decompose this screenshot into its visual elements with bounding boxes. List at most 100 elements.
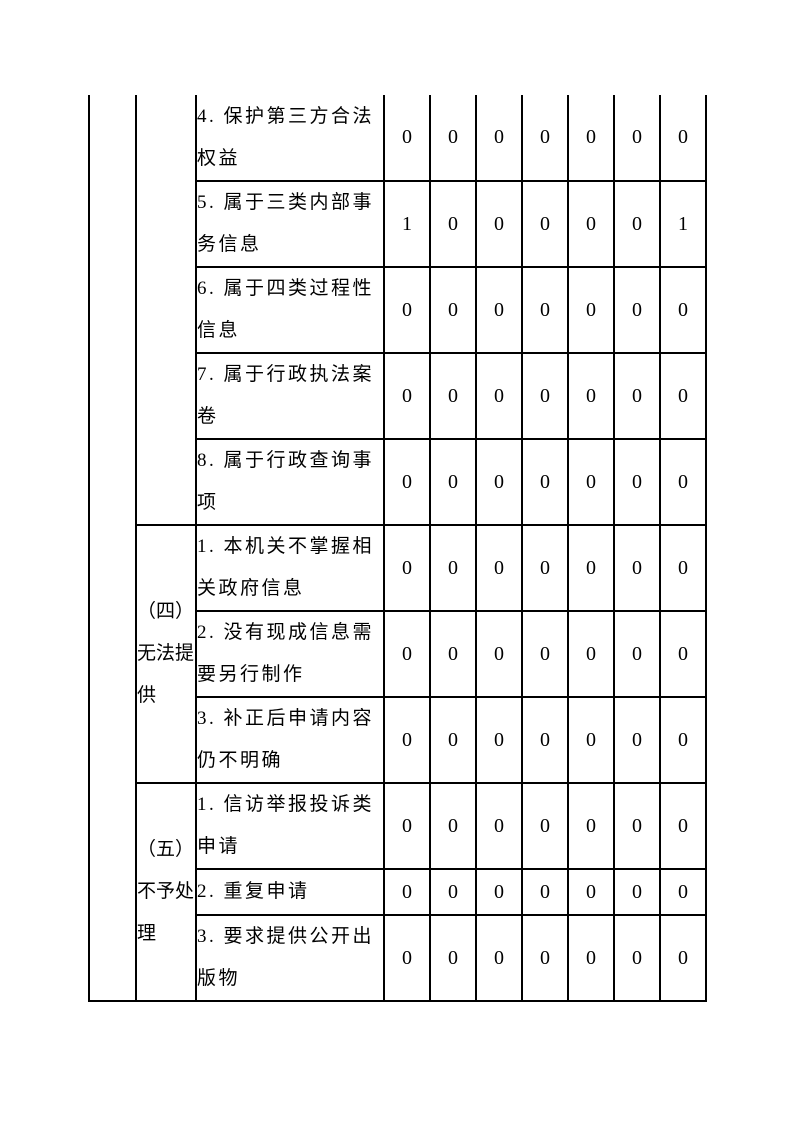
left-spanner-cell	[88, 95, 137, 1002]
table-body: 4. 保护第三方合法 权益 0 0 0 0 0 0 0 5. 属于三类内部事 务信息 1 0 0 0 0 0…	[88, 95, 707, 1002]
item-label-cell: 2. 没有现成信息需 要另行制作	[195, 610, 385, 698]
category-cell: （五） 不予处 理	[135, 782, 197, 1002]
value-cell: 0	[613, 524, 661, 612]
table-row: 4. 保护第三方合法 权益 0 0 0 0 0 0 0	[88, 95, 707, 1002]
value-cell: 0	[429, 352, 477, 440]
value-cell: 0	[613, 610, 661, 698]
table-row: 6. 属于四类过程性 信息 0 0 0 0 0 0 0	[89, 266, 707, 354]
value-cell: 0	[613, 95, 661, 182]
value-cell: 0	[567, 782, 615, 870]
item-label-cell: 7. 属于行政执法案 卷	[195, 352, 385, 440]
value-cell: 0	[383, 914, 431, 1002]
value-cell: 0	[567, 524, 615, 612]
value-cell: 0	[659, 868, 707, 916]
value-cell: 0	[659, 438, 707, 526]
value-cell: 0	[521, 180, 569, 268]
table-row: （四） 无法提 供 1. 本机关不掌握相 关政府信息 0 0 0 0 0 0 0	[89, 524, 707, 784]
value-cell: 0	[521, 438, 569, 526]
value-cell: 0	[659, 524, 707, 612]
value-cell: 0	[429, 868, 477, 916]
value-cell: 0	[567, 438, 615, 526]
value-cell: 0	[521, 914, 569, 1002]
value-cell: 0	[567, 180, 615, 268]
value-cell: 0	[613, 868, 661, 916]
value-cell: 0	[475, 914, 523, 1002]
value-cell: 0	[613, 266, 661, 354]
value-cell: 0	[521, 610, 569, 698]
value-cell: 1	[383, 180, 431, 268]
category-cell	[135, 95, 197, 526]
value-cell: 0	[659, 352, 707, 440]
item-label-cell: 4. 保护第三方合法 权益	[195, 95, 385, 182]
value-cell: 0	[659, 610, 707, 698]
value-cell: 1	[659, 180, 707, 268]
value-cell: 0	[567, 352, 615, 440]
value-cell: 0	[567, 696, 615, 784]
value-cell: 0	[567, 868, 615, 916]
item-label-cell: 1. 本机关不掌握相 关政府信息	[195, 524, 385, 612]
value-cell: 0	[659, 782, 707, 870]
value-cell: 0	[521, 266, 569, 354]
table-row: （五） 不予处 理 1. 信访举报投诉类 申请 0 0 0 0 0 0 0	[89, 782, 707, 1002]
value-cell: 0	[659, 266, 707, 354]
value-cell: 0	[613, 914, 661, 1002]
value-cell: 0	[383, 868, 431, 916]
value-cell: 0	[475, 438, 523, 526]
value-cell: 0	[429, 782, 477, 870]
value-cell: 0	[613, 782, 661, 870]
item-label-cell: 5. 属于三类内部事 务信息	[195, 180, 385, 268]
value-cell: 0	[429, 610, 477, 698]
value-cell: 0	[659, 696, 707, 784]
value-cell: 0	[383, 782, 431, 870]
value-cell: 0	[475, 352, 523, 440]
value-cell: 0	[475, 266, 523, 354]
value-cell: 0	[429, 180, 477, 268]
value-cell: 0	[475, 610, 523, 698]
value-cell: 0	[567, 610, 615, 698]
value-cell: 0	[429, 696, 477, 784]
category-cell: （四） 无法提 供	[135, 524, 197, 784]
item-label-cell: 8. 属于行政查询事 项	[195, 438, 385, 526]
value-cell: 0	[521, 782, 569, 870]
value-cell: 0	[429, 266, 477, 354]
value-cell: 0	[613, 180, 661, 268]
value-cell: 0	[383, 95, 431, 182]
value-cell: 0	[475, 524, 523, 612]
value-cell: 0	[429, 95, 477, 182]
value-cell: 0	[475, 95, 523, 182]
disclosure-statistics-table: 4. 保护第三方合法 权益 0 0 0 0 0 0 0 5. 属于三类内部事 务信息 1 0 0 0 0 0…	[88, 95, 707, 1002]
item-label-cell: 3. 要求提供公开出 版物	[195, 914, 385, 1002]
table-row: 3. 要求提供公开出 版物 0 0 0 0 0 0 0	[89, 914, 707, 1002]
value-cell: 0	[429, 914, 477, 1002]
item-label-cell: 6. 属于四类过程性 信息	[195, 266, 385, 354]
value-cell: 0	[475, 868, 523, 916]
value-cell: 0	[567, 266, 615, 354]
value-cell: 0	[383, 438, 431, 526]
table-row: 3. 补正后申请内容 仍不明确 0 0 0 0 0 0 0	[89, 696, 707, 784]
value-cell: 0	[659, 95, 707, 182]
value-cell: 0	[383, 610, 431, 698]
value-cell: 0	[567, 914, 615, 1002]
value-cell: 0	[521, 524, 569, 612]
value-cell: 0	[475, 696, 523, 784]
value-cell: 0	[475, 782, 523, 870]
item-label-cell: 3. 补正后申请内容 仍不明确	[195, 696, 385, 784]
value-cell: 0	[429, 524, 477, 612]
value-cell: 0	[383, 524, 431, 612]
item-label-cell: 1. 信访举报投诉类 申请	[195, 782, 385, 870]
value-cell: 0	[429, 438, 477, 526]
value-cell: 0	[567, 95, 615, 182]
value-cell: 0	[383, 266, 431, 354]
value-cell: 0	[521, 352, 569, 440]
value-cell: 0	[613, 352, 661, 440]
value-cell: 0	[613, 438, 661, 526]
value-cell: 0	[659, 914, 707, 1002]
value-cell: 0	[383, 352, 431, 440]
value-cell: 0	[383, 696, 431, 784]
value-cell: 0	[521, 95, 569, 182]
table-row: 2. 重复申请 0 0 0 0 0 0 0	[89, 868, 707, 916]
value-cell: 0	[475, 180, 523, 268]
value-cell: 0	[613, 696, 661, 784]
